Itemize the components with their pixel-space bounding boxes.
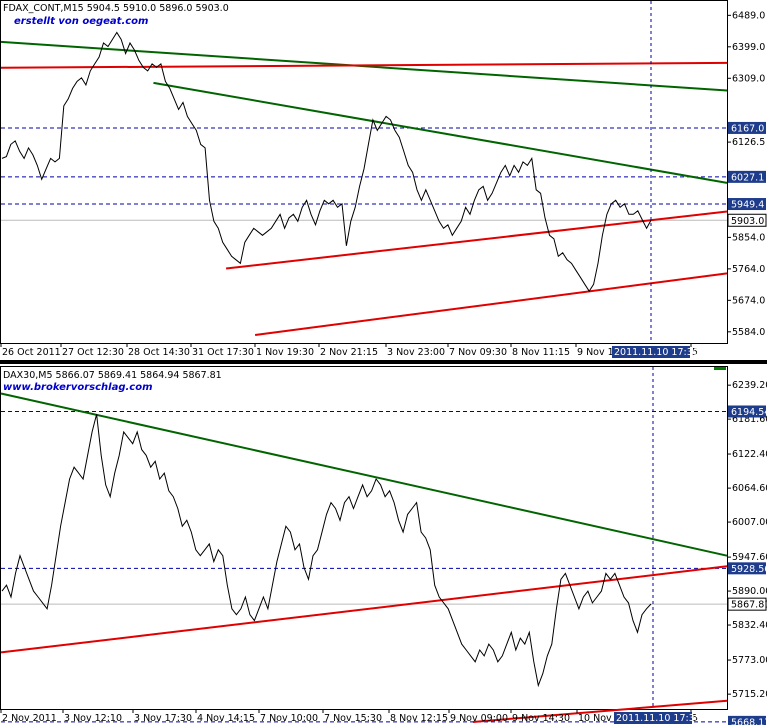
- y-tick-label: 6399.0: [732, 42, 765, 53]
- x-tick-label: 9 Nov 09:00: [450, 713, 508, 724]
- header-dax30: DAX30,M5 5866.07 5869.41 5864.94 5867.81: [3, 370, 222, 381]
- ask-marker-dax30: [714, 367, 726, 370]
- x-tick-label: 2 Nov 21:15: [320, 347, 378, 358]
- x-tick-label: 7 Nov 09:30: [449, 347, 507, 358]
- level-flag-label: 5928.56: [731, 564, 767, 575]
- y-tick-label: 5832.40: [732, 620, 767, 631]
- trendline-mid-support: [0, 565, 728, 654]
- x-tick-label: 1 Nov 19:30: [256, 347, 314, 358]
- plot-area-dax30[interactable]: [0, 366, 728, 710]
- y-tick-label: 5947.60: [732, 552, 767, 563]
- x-tick-label: 7 Nov 10:00: [260, 713, 318, 724]
- x-tick-label: 3 Nov 23:00: [387, 347, 445, 358]
- y-tick-label: 6007.00: [732, 517, 767, 528]
- level-flag: 5668.17: [728, 715, 767, 725]
- cursor-time-bg: [612, 346, 690, 358]
- level-flag-label: 6027.1: [731, 172, 764, 183]
- level-flag-label: 6194.54: [731, 407, 767, 418]
- x-tick-label: 8 Nov 11:15: [512, 347, 570, 358]
- x-tick-label: 8 Nov 12:15: [390, 713, 448, 724]
- level-flag-bg: [728, 715, 766, 725]
- level-flag: 5903.0: [727, 213, 767, 227]
- level-flag-label: 5867.81: [731, 600, 767, 611]
- level-flag: 5949.4: [728, 198, 766, 211]
- level-flag-bg: [728, 405, 766, 418]
- price-series-fdax: [1, 31, 652, 293]
- x-tick-label: 28 Oct 14:30: [128, 347, 190, 358]
- x-axis-fdax: 26 Oct 2011 27 Oct 12:30 28 Oct 14:30 31 Oc…: [0, 343, 699, 358]
- level-flag-label: 6167.0: [731, 123, 764, 134]
- plot-area-fdax[interactable]: [0, 0, 728, 344]
- level-flag-bg: [728, 121, 766, 134]
- y-tick-label: 5854.0: [732, 232, 765, 243]
- x-tick-label: 2 Nov 2011: [2, 713, 57, 724]
- y-tick-label: 6239.20: [732, 380, 767, 391]
- y-tick-label: 5584.0: [732, 327, 765, 338]
- levels-dax30: [1, 410, 727, 723]
- header-fdax: FDAX_CONT,M15 5904.5 5910.0 5896.0 5903.…: [3, 3, 229, 14]
- y-axis-dax30: 6239.20 6181.60 6122.40 6064.60 6007.00 5947.…: [727, 380, 767, 725]
- y-tick-label: 6064.60: [732, 483, 767, 494]
- level-flag: 5928.56: [728, 562, 767, 575]
- x-tick-label: 5: [692, 347, 698, 358]
- trendline-resistance: [0, 392, 728, 557]
- level-flag: 5867.81: [727, 597, 767, 611]
- trendlines-dax30: [0, 392, 728, 723]
- level-flag: 6167.0: [728, 121, 766, 134]
- y-tick-label: 5674.0: [732, 295, 765, 306]
- trendline-lower-support: [472, 699, 728, 723]
- trendline-lower-support: [254, 272, 728, 336]
- y-tick-label: 5715.20: [732, 689, 767, 700]
- trendlines-fdax: [0, 40, 728, 336]
- x-tick-label: 27 Oct 12:30: [62, 347, 124, 358]
- y-tick-label: 6309.0: [732, 73, 765, 84]
- cursor-time-label: 2011.11.10 17:30: [614, 347, 699, 358]
- cursor-time-flag: 2011.11.10 17:30: [612, 346, 699, 358]
- level-flag-bg: [727, 597, 767, 611]
- y-tick-label: 5773.00: [732, 655, 767, 666]
- y-tick-label: 6489.0: [732, 10, 765, 21]
- x-tick-label: 31 Oct 17:30: [192, 347, 254, 358]
- level-flag-label: 5668.17: [731, 717, 767, 725]
- trendline-mid-support: [225, 210, 728, 270]
- y-axis-fdax: 6489.0 6399.0 6309.0 6126.5 5854.0 5764.0 5674…: [727, 10, 767, 338]
- y-tick-label: 6181.60: [732, 414, 767, 425]
- x-tick-label: 10 Nov 1: [578, 713, 621, 724]
- x-tick-label: 3 Nov 12:10: [64, 713, 122, 724]
- price-series-dax30: [1, 414, 652, 688]
- watermark-fdax: erstellt von oegeat.com: [14, 16, 148, 27]
- cursor-time-label: 2011.11.10 17:35: [616, 713, 701, 724]
- y-tick-label: 5890.00: [732, 586, 767, 597]
- x-tick-label: 4 Nov 14:15: [197, 713, 255, 724]
- panel-dax30: DAX30,M5 5866.07 5869.41 5864.94 5867.81…: [0, 366, 767, 725]
- trendline-upper-support: [0, 61, 728, 69]
- level-flag-bg: [727, 213, 767, 227]
- panel-separator[interactable]: [0, 360, 767, 364]
- cursor-time-bg: [614, 712, 692, 724]
- x-tick-label: 9 Nov 1: [577, 347, 614, 358]
- panel-fdax: FDAX_CONT,M15 5904.5 5910.0 5896.0 5903.…: [0, 0, 767, 358]
- y-tick-label: 6126.5: [732, 137, 765, 148]
- level-flag-label: 5903.0: [731, 216, 764, 227]
- x-axis-dax30: 2 Nov 2011 3 Nov 12:10 3 Nov 17:30 4 Nov 14…: [0, 709, 701, 724]
- watermark-dax30: www.brokervorschlag.com: [3, 382, 153, 393]
- x-tick-label: 5: [692, 713, 698, 724]
- cursor-time-flag: 2011.11.10 17:35: [614, 712, 701, 724]
- y-tick-label: 5764.0: [732, 264, 765, 275]
- level-flag: 6194.54: [728, 405, 767, 418]
- x-tick-label: 7 Nov 15:30: [324, 713, 382, 724]
- y-tick-label: 6122.40: [732, 449, 767, 460]
- level-flag-bg: [728, 170, 766, 183]
- level-flag-bg: [728, 198, 766, 211]
- level-flag: 6027.1: [728, 170, 766, 183]
- level-flag-label: 5949.4: [731, 200, 764, 211]
- trendline-mid-resistance: [153, 81, 728, 184]
- level-flag-bg: [728, 562, 766, 575]
- x-tick-label: 9 Nov 14:30: [512, 713, 570, 724]
- x-tick-label: 3 Nov 17:30: [134, 713, 192, 724]
- x-tick-label: 26 Oct 2011: [2, 347, 61, 358]
